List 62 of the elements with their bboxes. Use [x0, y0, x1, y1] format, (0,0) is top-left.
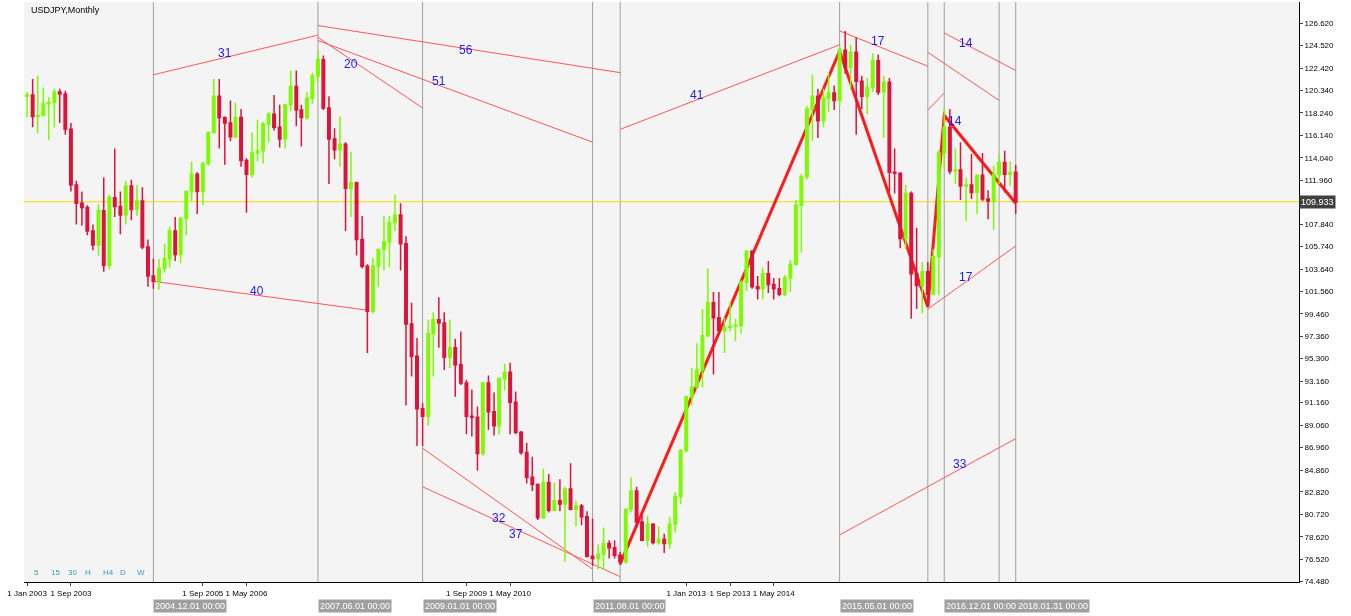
- y-tick-label: 89.060: [1304, 420, 1330, 430]
- y-tick-label: 80.720: [1304, 510, 1330, 520]
- y-tick-label: 86.960: [1304, 443, 1330, 453]
- ref-line-label: 2016.12.01 00:00: [946, 601, 1017, 611]
- chart-title: USDJPY,Monthly: [31, 5, 100, 15]
- ref-line-label: 2011.08.01 00:00: [595, 601, 665, 611]
- ref-line-label: 109.933: [1301, 197, 1334, 207]
- y-tick-label: 97.360: [1304, 332, 1330, 342]
- x-tick-label: 1 Jan 2003: [7, 588, 48, 598]
- ref-line-label: 2015.05.01 00:00: [842, 601, 913, 611]
- annotation: 31: [218, 46, 232, 60]
- y-tick-label: 82.820: [1304, 487, 1330, 497]
- annotation: 33: [953, 457, 967, 471]
- y-tick-label: 105.740: [1304, 242, 1335, 252]
- annotation: 17: [871, 34, 885, 48]
- y-tick-label: 76.520: [1304, 555, 1330, 565]
- y-tick-label: 107.840: [1304, 219, 1335, 229]
- annotation: 5: [34, 568, 39, 577]
- annotation: 51: [432, 74, 446, 88]
- x-tick-label: 1 Jan 2013: [666, 588, 707, 598]
- annotation: 15: [51, 568, 61, 577]
- x-tick-label: 1 Sep 2013: [709, 588, 752, 598]
- annotation: 40: [250, 284, 264, 298]
- x-tick-label: 1 Sep 2005: [182, 588, 224, 598]
- x-tick-label: 1 Sep 2009: [445, 588, 488, 598]
- y-tick-label: 124.520: [1304, 41, 1335, 51]
- annotation: 17: [959, 270, 973, 284]
- ref-line-label: 2007.06.01 00:00: [320, 601, 391, 611]
- y-tick-label: 84.860: [1304, 465, 1330, 475]
- x-tick-label: 1 May 2006: [225, 588, 268, 598]
- y-tick-label: 95.300: [1304, 354, 1330, 364]
- y-tick-label: 91.160: [1304, 398, 1330, 408]
- x-tick-label: 1 May 2014: [752, 588, 796, 598]
- y-tick-label: 74.480: [1304, 576, 1330, 586]
- annotation: 20: [344, 57, 358, 71]
- y-tick-label: 103.640: [1304, 264, 1335, 274]
- x-tick-label: 1 May 2010: [489, 588, 532, 598]
- y-tick-label: 99.460: [1304, 309, 1330, 319]
- annotation: D: [120, 568, 126, 577]
- y-tick-label: 111.960: [1304, 175, 1333, 185]
- annotation: H4: [103, 568, 114, 577]
- y-tick-label: 114.040: [1304, 153, 1334, 163]
- ref-line-label: 2018.01.31 00:00: [1018, 601, 1089, 611]
- x-tick-label: 1 Sep 2003: [50, 588, 92, 598]
- annotation: 41: [690, 88, 704, 102]
- annotation: 30: [68, 568, 78, 577]
- y-tick-label: 118.240: [1304, 108, 1334, 118]
- annotation: 56: [459, 43, 473, 57]
- annotation: H: [85, 568, 91, 577]
- y-tick-label: 93.160: [1304, 377, 1330, 387]
- annotation: W: [137, 568, 145, 577]
- ref-line-label: 2009.01.01 00:00: [425, 601, 496, 611]
- annotation: 32: [492, 511, 506, 525]
- y-tick-label: 122.420: [1304, 63, 1335, 73]
- y-tick-label: 78.620: [1304, 532, 1330, 542]
- y-tick-label: 116.140: [1304, 131, 1334, 141]
- ref-line-label: 2004.12.01 00:00: [155, 601, 226, 611]
- annotation: 14: [959, 36, 973, 50]
- annotation: 37: [509, 527, 523, 541]
- y-tick-label: 101.560: [1304, 287, 1335, 297]
- y-tick-label: 120.340: [1304, 86, 1335, 96]
- y-tick-label: 126.620: [1304, 18, 1335, 28]
